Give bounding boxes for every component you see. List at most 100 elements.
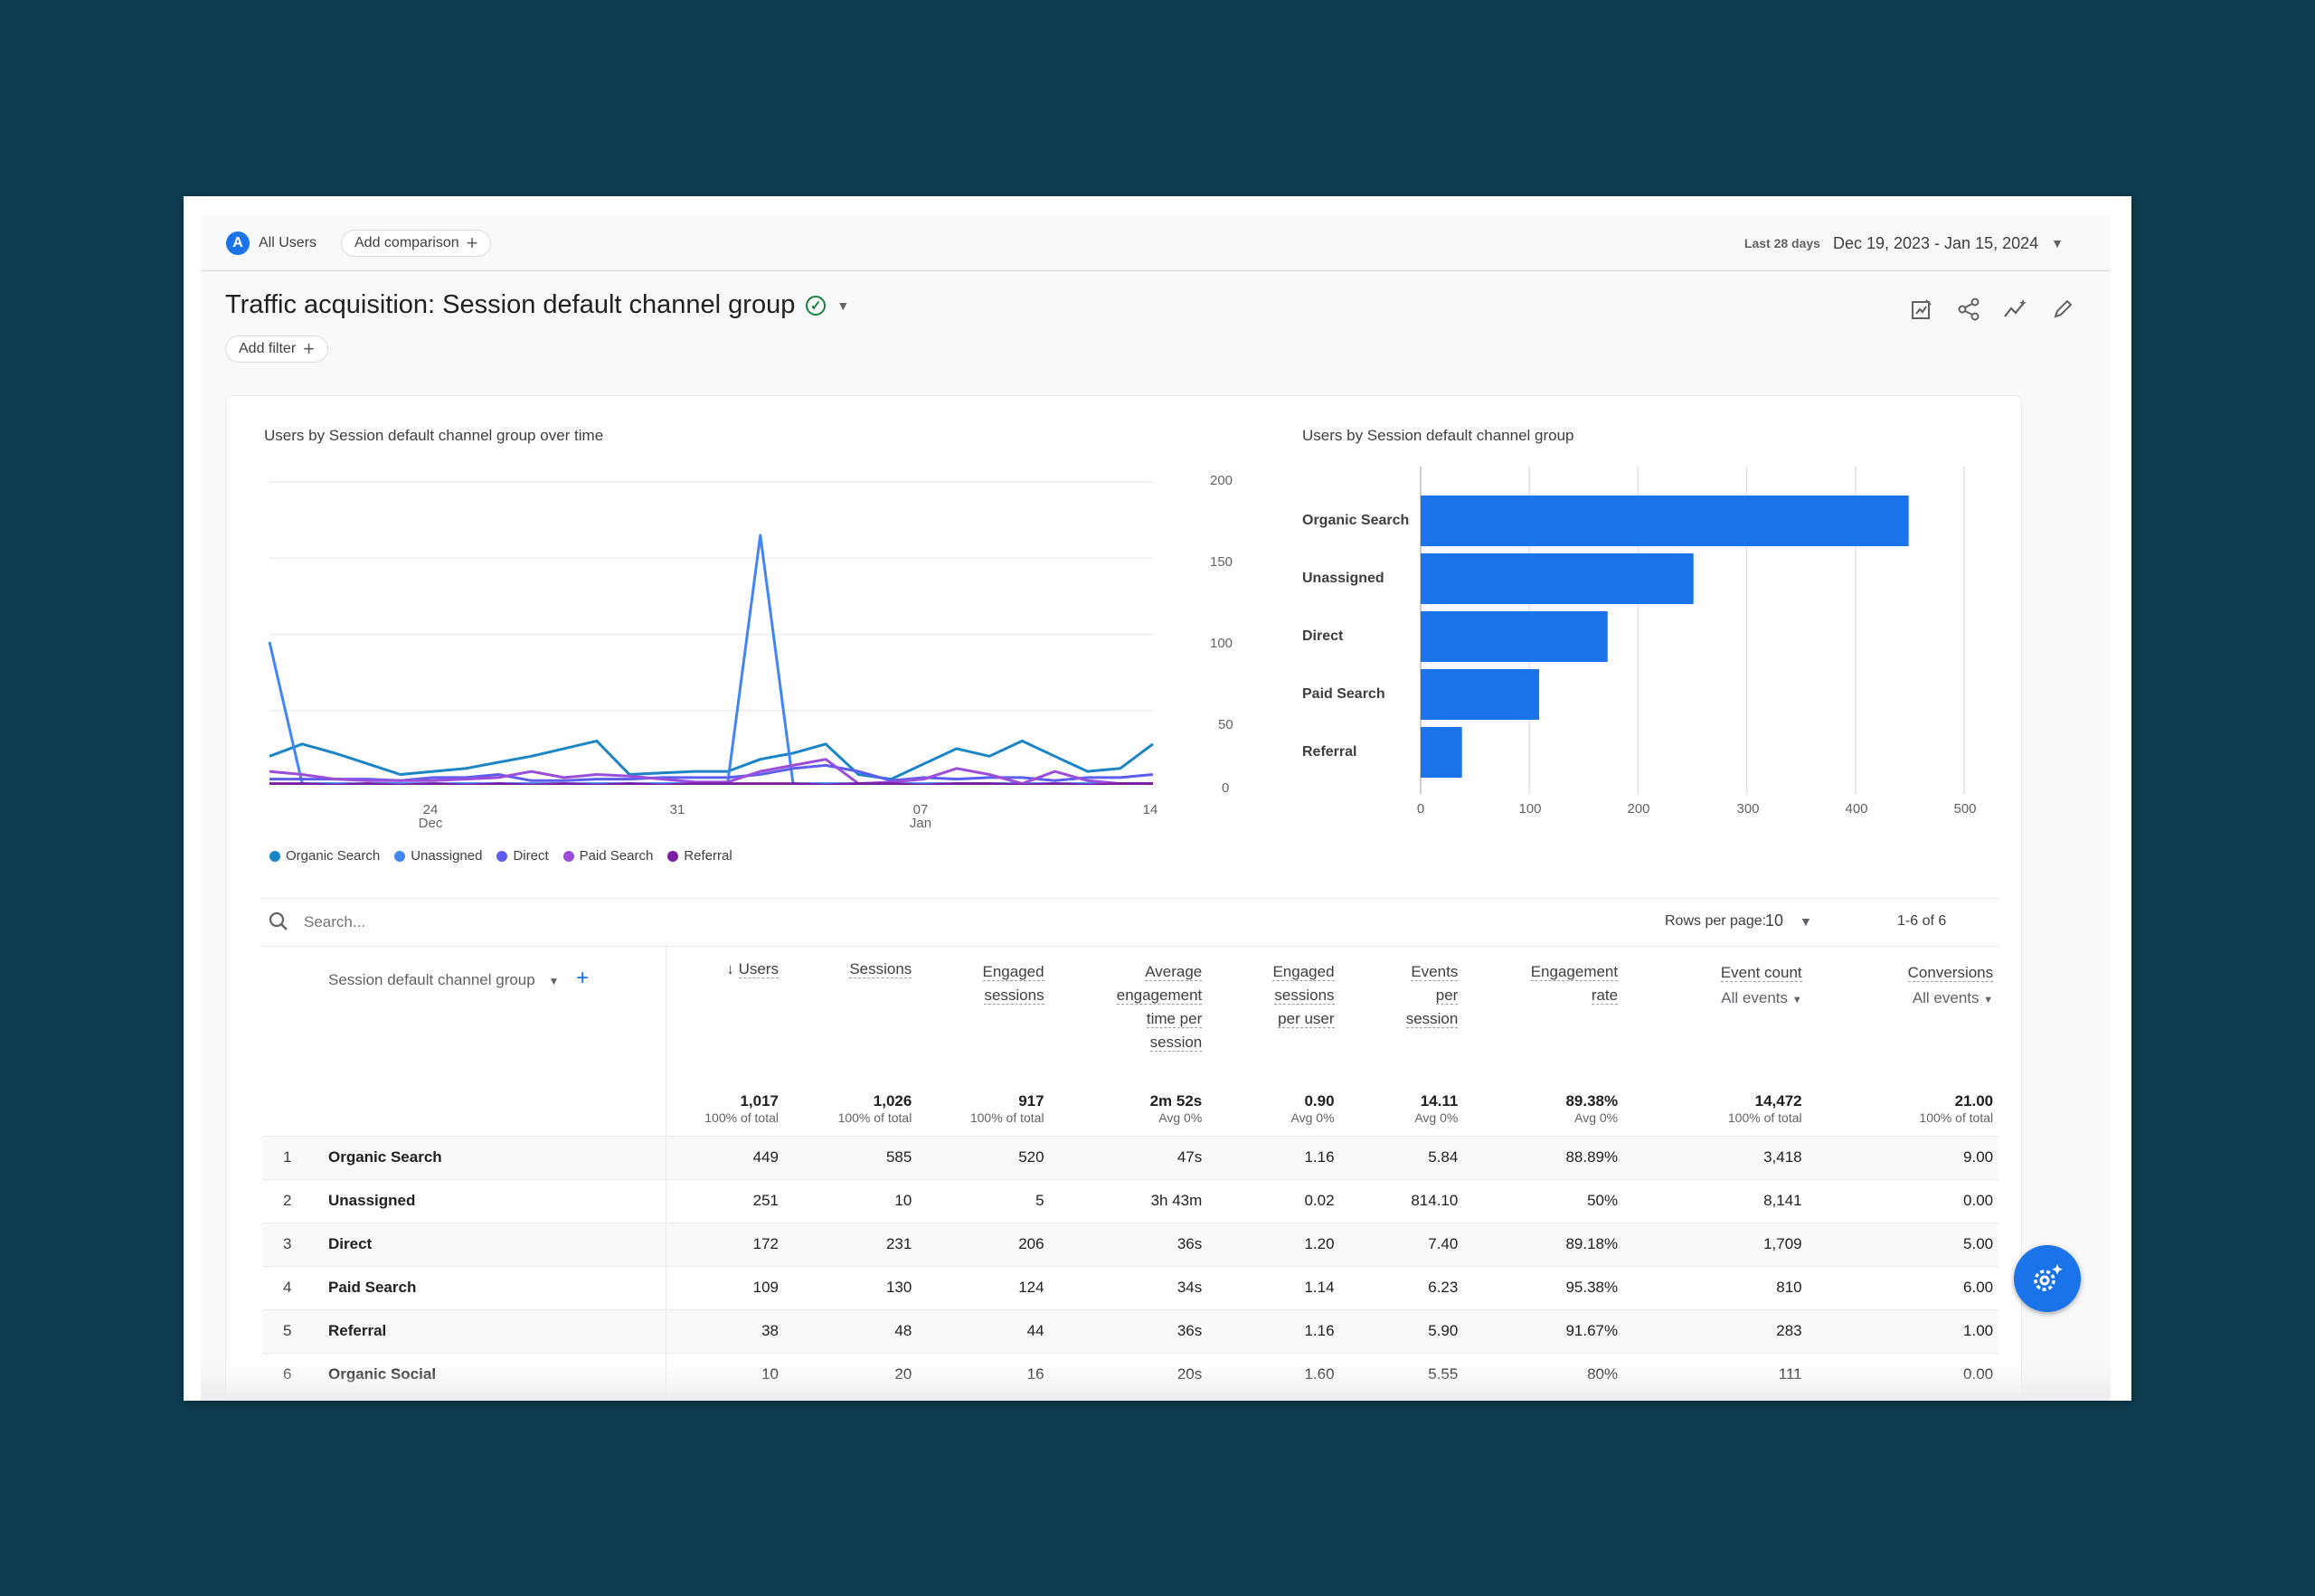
add-dimension-icon[interactable]: + bbox=[576, 966, 590, 990]
channel-name[interactable]: Organic Search bbox=[328, 1148, 442, 1166]
bar[interactable] bbox=[1421, 669, 1540, 720]
channel-name[interactable]: Direct bbox=[328, 1235, 373, 1252]
share-icon[interactable] bbox=[1955, 296, 1982, 323]
column-header-engaged-sessions[interactable]: Engaged sessions bbox=[982, 963, 1044, 1005]
settings-sparkle-button[interactable] bbox=[2014, 1245, 2081, 1312]
column-header-event-count[interactable]: Event count All events ▼ bbox=[1720, 964, 1802, 1006]
legend-item[interactable]: Organic Search bbox=[269, 848, 380, 864]
bar-x-tick: 0 bbox=[1416, 801, 1425, 817]
row-number: 4 bbox=[283, 1279, 292, 1296]
dimension-header[interactable]: Session default channel group ▼ + bbox=[262, 946, 666, 1081]
chevron-down-icon[interactable]: ▼ bbox=[836, 297, 850, 313]
column-header-events-per-session[interactable]: Events per session bbox=[1405, 963, 1459, 1028]
table-cell: 109 bbox=[752, 1279, 779, 1296]
series-line[interactable] bbox=[269, 758, 1153, 785]
chevron-down-icon: ▼ bbox=[2051, 236, 2064, 250]
table-cell: 88.89% bbox=[1565, 1148, 1619, 1166]
column-header-engaged-sessions-per-user[interactable]: Engaged sessions per user bbox=[1272, 963, 1335, 1028]
bar-x-tick: 500 bbox=[1953, 801, 1977, 817]
search-icon bbox=[268, 911, 289, 937]
page-title-row: Traffic acquisition: Session default cha… bbox=[225, 290, 849, 320]
table-cell: 251 bbox=[752, 1192, 779, 1209]
search-input[interactable] bbox=[302, 910, 667, 935]
bar-x-tick: 200 bbox=[1627, 801, 1650, 817]
legend-item[interactable]: Direct bbox=[496, 848, 549, 864]
channel-name[interactable]: Referral bbox=[328, 1322, 387, 1339]
table-cell: 47s bbox=[1176, 1148, 1203, 1166]
column-header-engagement-rate[interactable]: Engagement rate bbox=[1530, 963, 1619, 1005]
column-header-avg-engagement-time[interactable]: Average engagement time per session bbox=[1116, 963, 1203, 1052]
table-cell: 1.16 bbox=[1304, 1148, 1335, 1166]
series-line[interactable] bbox=[268, 534, 1153, 785]
table-row[interactable]: 2 Unassigned 251 10 5 3h 43m 0.02 814.10 50% 8,14… bbox=[262, 1179, 1998, 1223]
table-cell: 5 bbox=[1035, 1192, 1044, 1209]
segment-chip[interactable]: A All Users bbox=[224, 230, 326, 257]
rows-per-page-select[interactable]: 10 ▼ bbox=[1765, 911, 1812, 930]
row-number: 2 bbox=[283, 1192, 292, 1209]
bar[interactable] bbox=[1421, 611, 1608, 662]
row-number: 5 bbox=[283, 1322, 292, 1339]
legend-item[interactable]: Paid Search bbox=[562, 848, 653, 864]
bar[interactable] bbox=[1421, 553, 1694, 604]
table-cell: 231 bbox=[885, 1235, 912, 1252]
settings-sparkle-icon bbox=[2034, 1264, 2063, 1291]
table-row[interactable]: 1 Organic Search 449 585 520 47s 1.16 5.84 88.89… bbox=[262, 1136, 1998, 1179]
y-tick-label: 150 bbox=[1210, 554, 1233, 570]
table-body: 1 Organic Search 449 585 520 47s 1.16 5.84 88.89… bbox=[262, 1136, 1998, 1396]
column-header-sessions[interactable]: Sessions bbox=[849, 960, 912, 978]
table-cell: 449 bbox=[752, 1148, 779, 1166]
table-row[interactable]: 4 Paid Search 109 130 124 34s 1.14 6.23 95.38% 81… bbox=[262, 1266, 1998, 1309]
y-tick-label: 0 bbox=[1222, 780, 1230, 796]
table-cell: 814.10 bbox=[1411, 1192, 1459, 1209]
table: Session default channel group ▼ + ↓ User… bbox=[262, 946, 1998, 1396]
series-line[interactable] bbox=[269, 739, 1154, 781]
bar[interactable] bbox=[1421, 727, 1462, 778]
add-comparison-button[interactable]: Add comparison + bbox=[341, 230, 492, 257]
legend-item[interactable]: Unassigned bbox=[394, 848, 482, 864]
total-cell: 89.38% Avg 0% bbox=[1565, 1091, 1619, 1125]
channel-name[interactable]: Paid Search bbox=[328, 1279, 417, 1296]
legend-item[interactable]: Referral bbox=[667, 848, 732, 864]
table-row[interactable]: 5 Referral 38 48 44 36s 1.16 5.90 91.67% 283 1.00 bbox=[262, 1309, 1998, 1353]
date-range-label: Last 28 days bbox=[1743, 236, 1820, 250]
table-row[interactable]: 3 Direct 172 231 206 36s 1.20 7.40 89.18% 1,709 5.… bbox=[262, 1223, 1998, 1266]
row-number: 1 bbox=[283, 1148, 292, 1166]
table-cell: 36s bbox=[1176, 1322, 1203, 1339]
edit-pencil-icon[interactable] bbox=[2049, 296, 2076, 323]
add-filter-button[interactable]: Add filter + bbox=[225, 335, 328, 363]
bar[interactable] bbox=[1421, 496, 1909, 546]
table-cell: 38 bbox=[761, 1322, 779, 1339]
y-tick-label: 200 bbox=[1210, 473, 1233, 488]
bar-category-label: Direct bbox=[1302, 628, 1344, 644]
table-cell: 95.38% bbox=[1565, 1279, 1619, 1296]
data-table: Session default channel group ▼ + ↓ User… bbox=[262, 946, 1998, 1401]
column-header-users[interactable]: ↓ Users bbox=[726, 960, 779, 978]
column-header-conversions[interactable]: Conversions All events ▼ bbox=[1907, 964, 1994, 1006]
bar-chart bbox=[1420, 467, 1965, 794]
chevron-down-icon: ▼ bbox=[1983, 995, 1994, 1006]
series-line[interactable] bbox=[269, 763, 1154, 782]
table-cell: 130 bbox=[885, 1279, 912, 1296]
y-tick-label: 50 bbox=[1218, 717, 1233, 732]
total-cell: 0.90 Avg 0% bbox=[1290, 1091, 1335, 1125]
pagination-label: 1-6 of 6 bbox=[1897, 913, 1947, 929]
totals-row: 1,017 100% of total 1,026 100% of total 91… bbox=[262, 1081, 1998, 1136]
customize-report-icon[interactable] bbox=[1908, 296, 1935, 323]
x-tick-label: 24 Dec bbox=[418, 802, 443, 831]
y-tick-label: 100 bbox=[1210, 636, 1233, 651]
table-cell: 44 bbox=[1026, 1322, 1044, 1339]
dimension-cell: 5 Referral bbox=[262, 1309, 666, 1353]
table-cell: 6.00 bbox=[1963, 1279, 1994, 1296]
series-line[interactable] bbox=[269, 782, 1153, 785]
rows-per-page-label: Rows per page: bbox=[1665, 913, 1767, 929]
channel-name[interactable]: Unassigned bbox=[328, 1192, 416, 1209]
table-cell: 585 bbox=[885, 1148, 912, 1166]
report-toolbar bbox=[1908, 296, 2076, 323]
date-range-picker[interactable]: Last 28 days Dec 19, 2023 - Jan 15, 2024… bbox=[1744, 216, 2064, 270]
x-tick-label: 31 bbox=[669, 802, 685, 817]
insights-icon[interactable] bbox=[2002, 296, 2029, 323]
chevron-down-icon: ▼ bbox=[1791, 995, 1802, 1006]
bar-chart-title: Users by Session default channel group bbox=[1302, 427, 1574, 444]
total-cell: 21.00 100% of total bbox=[1919, 1091, 1994, 1125]
top-bar: A All Users Add comparison + Last 28 day… bbox=[201, 216, 2111, 271]
